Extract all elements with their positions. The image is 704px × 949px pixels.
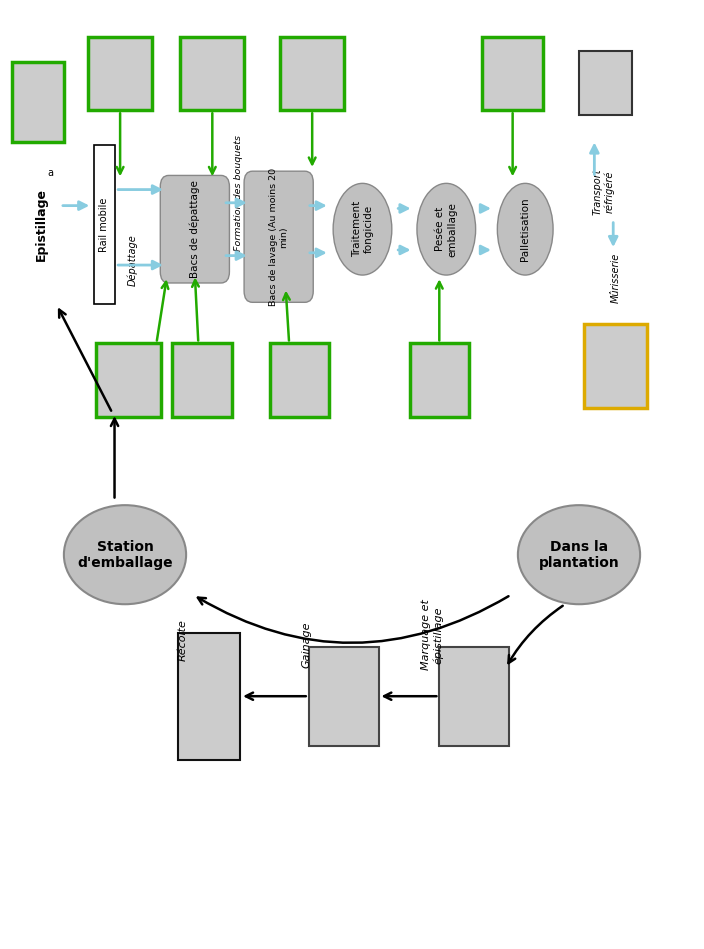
FancyBboxPatch shape	[280, 37, 344, 110]
FancyBboxPatch shape	[410, 344, 469, 417]
Ellipse shape	[64, 505, 186, 605]
FancyBboxPatch shape	[94, 145, 115, 305]
Text: Rail mobile: Rail mobile	[99, 197, 109, 251]
FancyBboxPatch shape	[482, 37, 543, 110]
FancyBboxPatch shape	[439, 646, 509, 746]
Text: Transport
réfrigéré: Transport réfrigéré	[592, 168, 615, 214]
Text: Traitement
fongicide: Traitement fongicide	[352, 201, 373, 257]
Text: Bacs de dépattage: Bacs de dépattage	[189, 180, 200, 278]
FancyBboxPatch shape	[172, 344, 232, 417]
Text: a: a	[47, 168, 54, 177]
FancyBboxPatch shape	[180, 37, 244, 110]
FancyBboxPatch shape	[244, 171, 313, 303]
Ellipse shape	[497, 183, 553, 275]
FancyBboxPatch shape	[308, 646, 379, 746]
FancyBboxPatch shape	[88, 37, 152, 110]
FancyBboxPatch shape	[178, 633, 239, 760]
Text: Pesée et
emballage: Pesée et emballage	[436, 202, 457, 256]
Text: Gainage: Gainage	[301, 621, 312, 667]
Text: Palletisation: Palletisation	[520, 197, 530, 261]
Text: Epistillage: Epistillage	[34, 188, 48, 261]
FancyBboxPatch shape	[579, 51, 631, 115]
Text: Bacs de lavage (Au moins 20
min): Bacs de lavage (Au moins 20 min)	[269, 168, 289, 306]
Ellipse shape	[417, 183, 476, 275]
Text: Mûrisserie: Mûrisserie	[610, 253, 620, 304]
FancyBboxPatch shape	[584, 324, 647, 408]
Text: Récolte: Récolte	[177, 619, 187, 661]
Text: Station
d'emballage: Station d'emballage	[77, 540, 172, 569]
Ellipse shape	[333, 183, 392, 275]
Ellipse shape	[518, 505, 640, 605]
Text: Dans la
plantation: Dans la plantation	[539, 540, 620, 569]
Text: Marquage et
épistillage: Marquage et épistillage	[421, 600, 444, 670]
Text: Dépattage: Dépattage	[127, 234, 137, 287]
FancyBboxPatch shape	[96, 344, 161, 417]
FancyBboxPatch shape	[161, 176, 230, 283]
FancyBboxPatch shape	[11, 62, 64, 142]
Text: Formation des bouquets: Formation des bouquets	[234, 136, 243, 251]
FancyBboxPatch shape	[270, 344, 329, 417]
